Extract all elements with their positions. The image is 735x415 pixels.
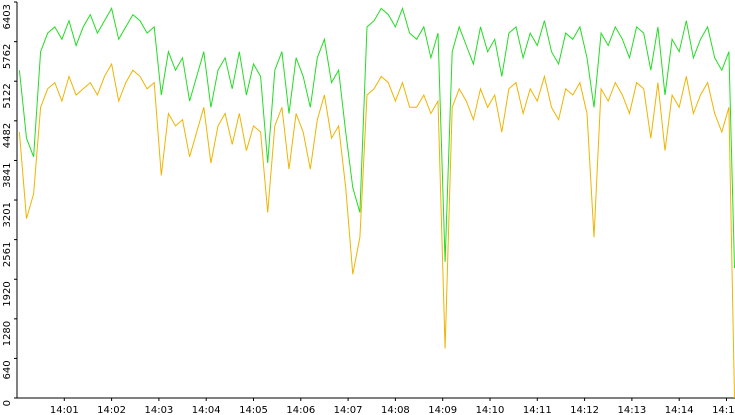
y-tick-label: 2561 [2,242,13,267]
y-tick-label: 1280 [2,321,13,346]
x-tick-label: 14:13 [617,405,646,415]
y-tick-label: 0 [2,400,13,406]
x-tick-label: 14:10 [476,405,505,415]
y-tick-label: 3841 [2,162,13,187]
x-tick-label: 14:01 [50,405,79,415]
x-tick-label: 14:03 [144,405,173,415]
y-tick-label: 1920 [2,281,13,306]
y-tick-label: 4482 [2,123,13,148]
x-tick-label: 14:08 [381,405,410,415]
x-tick-label: 14:06 [286,405,315,415]
x-tick-label: 14:04 [192,405,221,415]
y-tick-label: 640 [2,360,13,379]
y-tick-label: 6403 [2,4,13,29]
y-tick-label: 3201 [2,202,13,227]
x-tick-label: 14:11 [523,405,552,415]
series-line [18,62,735,399]
x-tick-label: 14:07 [334,405,363,415]
x-tick-label: 14:15 [712,405,735,415]
y-tick-label: 5762 [2,44,13,69]
x-tick-label: 14:05 [239,405,268,415]
x-tick-label: 14:02 [97,405,126,415]
x-tick-label: 14:09 [428,405,457,415]
x-tick-label: 14:12 [570,405,599,415]
y-tick-label: 5122 [2,83,13,108]
x-tick-label: 14:14 [665,405,694,415]
series-line [18,6,735,269]
